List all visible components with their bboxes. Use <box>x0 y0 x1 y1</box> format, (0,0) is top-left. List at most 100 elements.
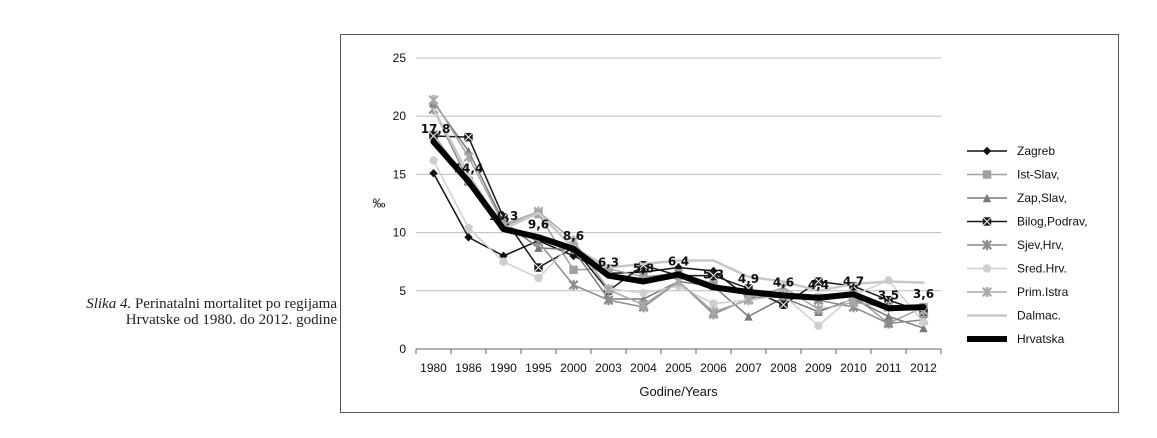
legend-item-prim-istra: Prim.Istra <box>967 285 1069 299</box>
data-point <box>534 273 543 283</box>
x-tick-label: 1980 <box>420 361 447 375</box>
data-point-x2 <box>428 131 439 141</box>
data-label: 4,4 <box>808 278 829 292</box>
data-label: 3,6 <box>913 287 934 301</box>
data-point <box>464 233 473 242</box>
y-tick-label: 5 <box>399 284 406 298</box>
x-tick-label: 2004 <box>630 361 657 375</box>
x-tick-label: 2005 <box>665 361 692 375</box>
legend-label: Sjev,Hrv, <box>1017 238 1064 252</box>
data-label: 4,6 <box>773 275 794 289</box>
legend-marker <box>982 170 992 179</box>
x-tick-label: 1986 <box>455 361 482 375</box>
data-point <box>639 272 648 282</box>
y-axis: 0 5 10 15 20 25 <box>393 51 407 356</box>
y-tick-label: 15 <box>393 167 407 181</box>
data-point <box>429 169 438 178</box>
data-point <box>569 265 578 275</box>
y-tick-label: 10 <box>393 226 407 240</box>
grid-lines <box>416 57 941 350</box>
data-point-x2 <box>813 276 824 287</box>
data-point <box>534 243 543 252</box>
legend-item-sred-hrv: Sred.Hrv. <box>967 262 1067 276</box>
legend-marker <box>982 286 992 298</box>
data-point <box>709 299 718 308</box>
data-label: 5,3 <box>703 267 724 281</box>
data-label: 17,8 <box>421 122 451 136</box>
legend-label: Bilog,Podrav, <box>1017 215 1087 229</box>
y-tick-label: 25 <box>393 51 407 65</box>
x-axis-title: Godine/Years <box>639 384 718 399</box>
caption-label: Slika 4. <box>86 296 132 312</box>
data-point <box>428 94 439 106</box>
chart-frame: 0 5 10 15 20 25 1980 1986 1990 1995 2000 2003 2004 2… <box>340 34 1119 413</box>
figure-caption: Slika 4. Perinatalni mortalitet po regij… <box>37 296 337 328</box>
series-dalmac <box>432 107 925 293</box>
series-hrvatska <box>430 138 927 312</box>
legend-marker <box>982 264 992 273</box>
data-label: 10,3 <box>489 209 519 223</box>
series-lines <box>428 94 929 333</box>
caption-text: Perinatalni mortalitet po regijama Hrvat… <box>125 296 337 328</box>
series-line <box>430 138 927 312</box>
x-axis: 1980 1986 1990 1995 2000 2003 2004 2005 2006 2007… <box>415 349 942 375</box>
x-tick-label: 2007 <box>735 361 762 375</box>
data-point <box>638 299 649 310</box>
data-label: 4,9 <box>738 272 759 286</box>
legend-label: Ist-Slav, <box>1017 168 1059 182</box>
data-point <box>883 318 894 329</box>
legend-item-dalmac: Dalmac. <box>967 309 1061 323</box>
data-point <box>603 294 614 306</box>
x-tick-label: 2003 <box>595 361 622 375</box>
data-point <box>533 262 544 273</box>
data-label: 4,7 <box>843 274 864 288</box>
data-point <box>708 306 719 317</box>
data-label: 6,3 <box>598 256 619 270</box>
legend-marker-x2 <box>982 216 992 227</box>
data-point <box>428 131 439 141</box>
legend-item-ist-slav: Ist-Slav, <box>967 168 1059 182</box>
x-tick-label: 2000 <box>560 361 587 375</box>
legend-marker <box>982 193 992 203</box>
data-point-x2 <box>778 300 789 310</box>
x-tick-label: 2008 <box>770 361 797 375</box>
x-tick-label: 2011 <box>876 361 902 375</box>
line-chart: 0 5 10 15 20 25 1980 1986 1990 1995 2000 2003 2004 2… <box>373 51 1088 399</box>
data-point <box>639 288 648 298</box>
data-point <box>463 151 474 163</box>
data-point <box>744 312 753 321</box>
data-label: 14,4 <box>454 161 484 175</box>
legend-marker <box>982 146 992 156</box>
data-point <box>814 321 823 330</box>
y-tick-label: 0 <box>399 342 406 356</box>
data-point-x2 <box>463 132 474 142</box>
data-label: 6,4 <box>668 255 689 269</box>
data-point <box>429 156 438 165</box>
data-point <box>568 279 579 291</box>
data-point <box>813 276 824 287</box>
legend-label: Hrvatska <box>1017 332 1065 346</box>
data-point <box>639 294 648 304</box>
y-axis-title: ‰ <box>373 196 386 211</box>
data-labels: 17,8 14,4 10,3 9,6 8,6 6,3 5,8 6,4 5,3 4,9 4,6 4,4 4… <box>421 122 934 302</box>
data-point <box>743 294 754 306</box>
y-tick-label: 20 <box>393 109 407 123</box>
x-tick-label: 2009 <box>805 361 832 375</box>
legend-marker <box>982 239 992 251</box>
x-tick-label: 2012 <box>910 361 937 375</box>
x-tick-label: 1995 <box>525 361 552 375</box>
data-label: 3,5 <box>878 288 899 302</box>
legend-item-zagreb: Zagreb <box>967 144 1055 158</box>
data-point <box>603 284 614 295</box>
legend-label: Sred.Hrv. <box>1017 262 1067 276</box>
data-point <box>778 282 789 293</box>
data-point <box>884 312 893 321</box>
legend-item-zap-slav: Zap,Slav, <box>967 191 1067 205</box>
data-label: 5,8 <box>633 261 654 275</box>
data-label: 8,6 <box>563 229 584 243</box>
data-point <box>464 223 473 233</box>
data-point <box>569 251 578 261</box>
legend-marker <box>982 216 992 227</box>
data-point <box>499 257 508 266</box>
data-point <box>499 251 508 261</box>
